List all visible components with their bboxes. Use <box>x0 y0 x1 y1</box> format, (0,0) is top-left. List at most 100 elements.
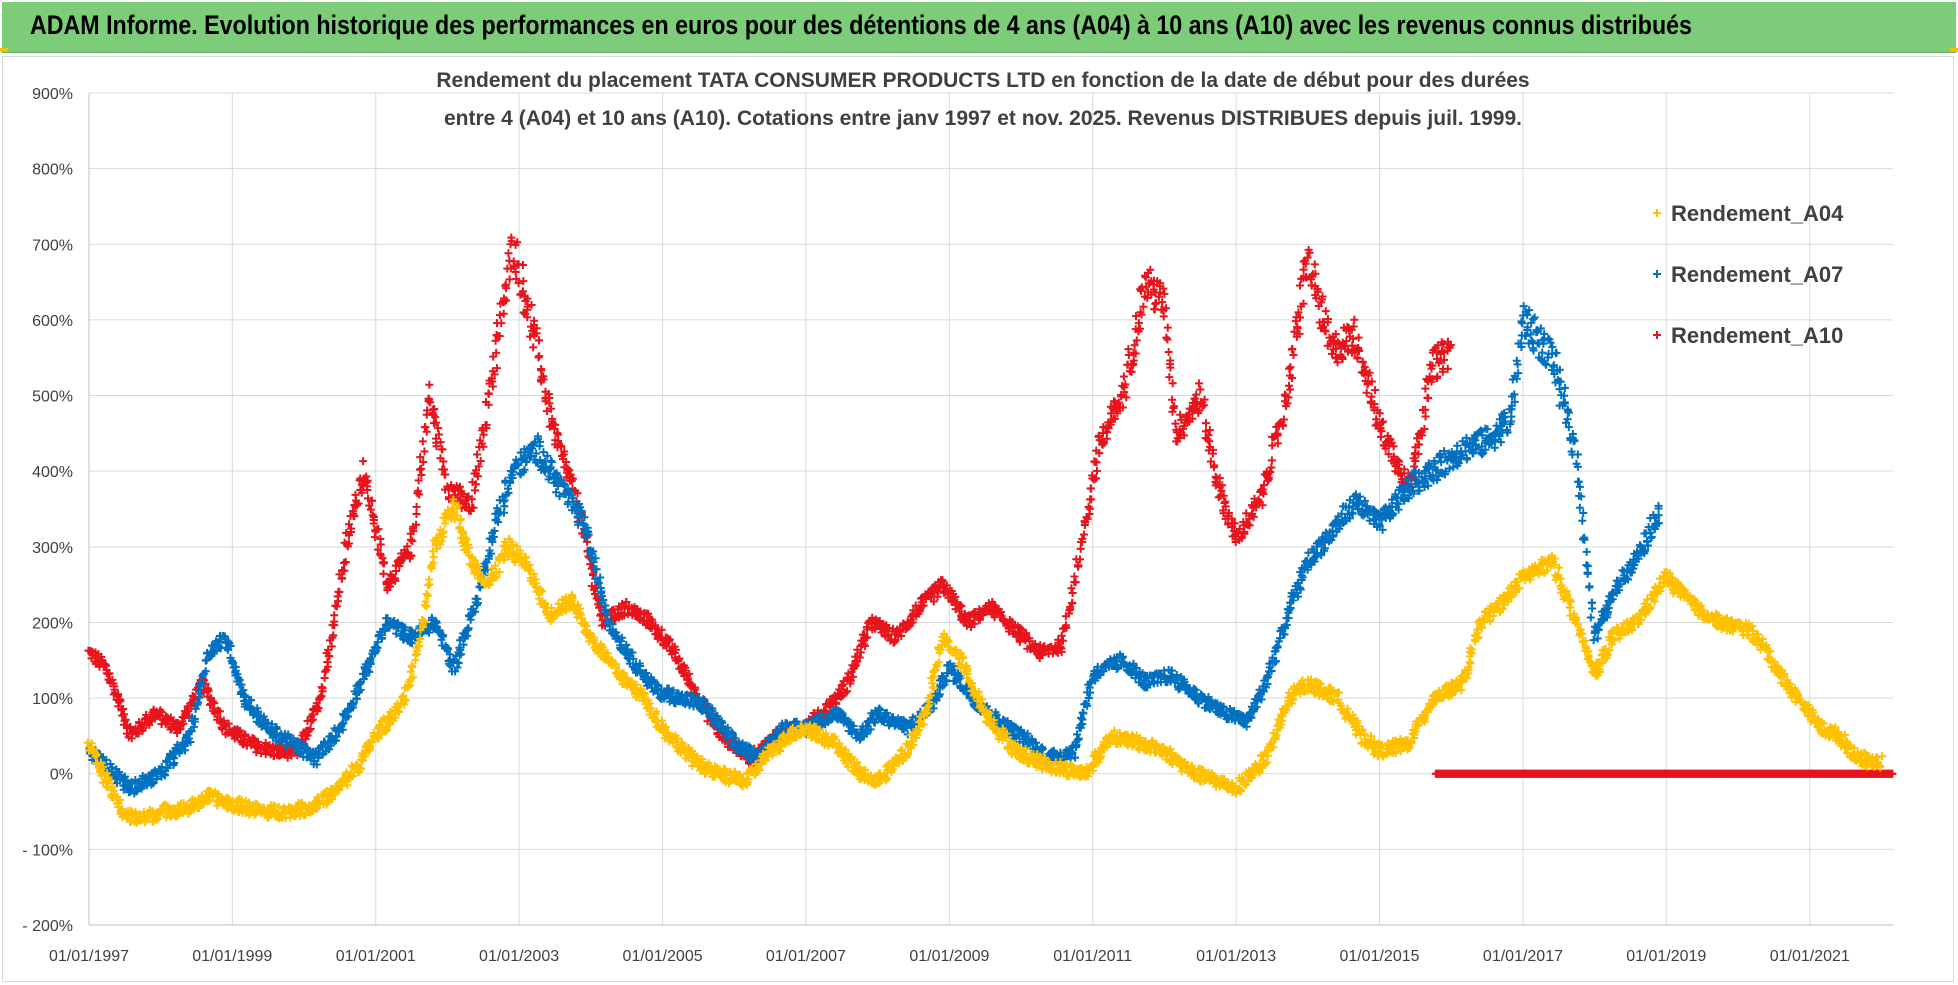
x-tick-label: 01/01/2003 <box>479 948 559 965</box>
x-tick-label: 01/01/1999 <box>192 948 272 965</box>
data-point <box>509 262 518 271</box>
data-point <box>218 725 227 734</box>
data-point <box>896 626 905 635</box>
data-point <box>373 525 382 534</box>
data-point <box>484 400 493 409</box>
data-point <box>482 424 491 433</box>
data-point <box>335 588 344 597</box>
chart: - 200%- 100%0%100%200%300%400%500%600%70… <box>22 69 1897 965</box>
data-point <box>1421 384 1430 393</box>
data-point <box>253 737 262 746</box>
data-point <box>1552 348 1561 357</box>
data-point <box>417 464 426 473</box>
data-point <box>340 558 349 567</box>
data-point <box>519 287 528 296</box>
y-tick-label: 500% <box>32 389 73 406</box>
data-point <box>438 445 447 454</box>
data-point <box>408 537 417 546</box>
data-point <box>351 490 360 499</box>
data-point <box>474 462 483 471</box>
data-point <box>210 699 219 708</box>
data-point <box>469 503 478 512</box>
x-tick-label: 01/01/2015 <box>1339 948 1419 965</box>
data-point <box>568 474 577 483</box>
data-point <box>416 453 425 462</box>
data-point <box>955 607 964 616</box>
data-point <box>539 375 548 384</box>
data-point <box>376 549 385 558</box>
data-point <box>412 502 421 511</box>
data-point <box>390 575 399 584</box>
data-point <box>511 268 520 277</box>
data-point <box>344 520 353 529</box>
data-point <box>685 669 694 678</box>
x-tick-label: 01/01/2013 <box>1196 948 1276 965</box>
data-point <box>933 586 942 595</box>
data-point <box>644 609 653 618</box>
data-point <box>348 507 357 516</box>
data-point <box>1310 260 1319 269</box>
y-tick-label: - 200% <box>22 918 73 935</box>
data-point <box>535 352 544 361</box>
data-point <box>492 364 501 373</box>
data-point <box>362 472 371 481</box>
data-point <box>1354 333 1363 342</box>
data-point <box>142 710 151 719</box>
plot-area <box>83 233 1897 828</box>
data-point <box>843 687 852 696</box>
data-point <box>514 279 523 288</box>
data-point <box>545 399 554 408</box>
data-point <box>422 427 431 436</box>
data-point <box>455 482 464 491</box>
data-point <box>1074 562 1083 571</box>
data-point <box>1201 419 1210 428</box>
data-point <box>848 672 857 681</box>
data-point <box>431 413 440 422</box>
data-point <box>1196 385 1205 394</box>
data-point <box>512 274 521 283</box>
y-axis-labels: - 200%- 100%0%100%200%300%400%500%600%70… <box>22 86 73 935</box>
x-tick-label: 01/01/2021 <box>1770 948 1850 965</box>
data-point <box>495 332 504 341</box>
data-point <box>430 404 439 413</box>
data-point <box>1578 516 1587 525</box>
data-point <box>426 398 435 407</box>
data-point <box>473 472 482 481</box>
data-point <box>573 489 582 498</box>
data-point <box>890 638 899 647</box>
data-point <box>970 619 979 628</box>
y-tick-label: 800% <box>32 162 73 179</box>
data-point <box>235 726 244 735</box>
y-tick-label: 100% <box>32 691 73 708</box>
data-point <box>330 611 339 620</box>
data-point <box>366 505 375 514</box>
data-point <box>1582 547 1591 556</box>
data-point <box>306 725 315 734</box>
data-point <box>376 540 385 549</box>
data-point <box>957 602 966 611</box>
data-point <box>492 348 501 357</box>
data-point <box>975 615 984 624</box>
x-tick-label: 01/01/1997 <box>49 948 129 965</box>
data-point <box>138 724 147 733</box>
data-point <box>110 685 119 694</box>
data-point <box>354 499 363 508</box>
data-point <box>473 450 482 459</box>
data-point <box>373 545 382 554</box>
data-point <box>1119 372 1128 381</box>
data-point <box>346 528 355 537</box>
data-point <box>325 652 334 661</box>
data-point <box>1560 383 1569 392</box>
data-point <box>414 476 423 485</box>
data-point <box>497 319 506 328</box>
data-point <box>495 311 504 320</box>
data-point <box>622 598 631 607</box>
data-point <box>671 645 680 654</box>
data-point <box>484 389 493 398</box>
y-tick-label: 900% <box>32 86 73 103</box>
data-point <box>104 669 113 678</box>
data-point <box>841 688 850 697</box>
data-point <box>547 404 556 413</box>
data-point <box>392 567 401 576</box>
data-point <box>328 633 337 642</box>
